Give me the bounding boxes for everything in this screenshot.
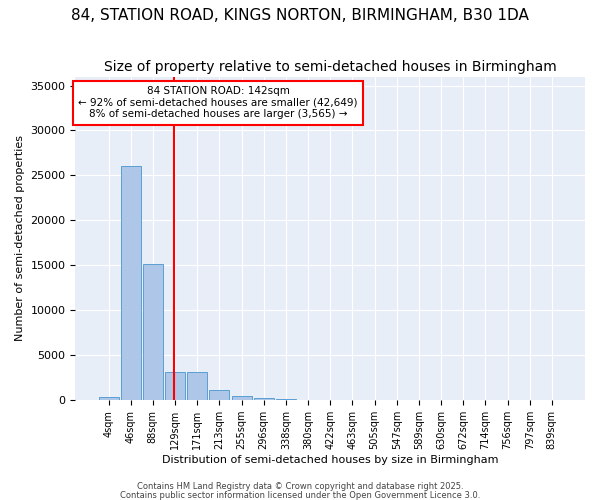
Bar [254, 398, 274, 400]
Bar [187, 372, 207, 400]
Bar [143, 264, 163, 400]
Y-axis label: Number of semi-detached properties: Number of semi-detached properties [15, 136, 25, 342]
Bar [98, 396, 119, 400]
Bar [232, 396, 251, 400]
X-axis label: Distribution of semi-detached houses by size in Birmingham: Distribution of semi-detached houses by … [162, 455, 499, 465]
Text: 84 STATION ROAD: 142sqm
← 92% of semi-detached houses are smaller (42,649)
8% of: 84 STATION ROAD: 142sqm ← 92% of semi-de… [79, 86, 358, 120]
Text: Contains public sector information licensed under the Open Government Licence 3.: Contains public sector information licen… [120, 490, 480, 500]
Bar [209, 390, 229, 400]
Bar [276, 398, 296, 400]
Title: Size of property relative to semi-detached houses in Birmingham: Size of property relative to semi-detach… [104, 60, 557, 74]
Bar [165, 372, 185, 400]
Bar [121, 166, 140, 400]
Text: Contains HM Land Registry data © Crown copyright and database right 2025.: Contains HM Land Registry data © Crown c… [137, 482, 463, 491]
Text: 84, STATION ROAD, KINGS NORTON, BIRMINGHAM, B30 1DA: 84, STATION ROAD, KINGS NORTON, BIRMINGH… [71, 8, 529, 22]
